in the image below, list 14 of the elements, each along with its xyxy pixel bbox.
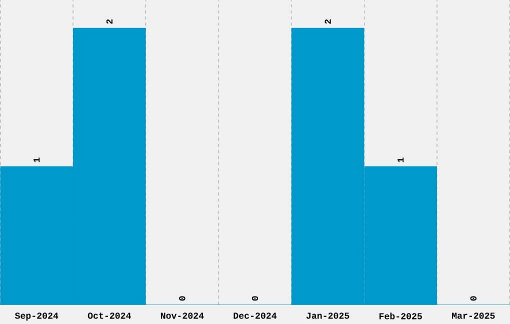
x-tick-label: Feb-2025 bbox=[379, 312, 422, 320]
data-label: 0 bbox=[470, 296, 476, 301]
data-label: 2 bbox=[106, 19, 112, 24]
data-label: 0 bbox=[252, 296, 258, 301]
x-tick-label: Mar-2025 bbox=[452, 312, 495, 319]
data-label: 0 bbox=[179, 296, 186, 301]
data-label: 2 bbox=[324, 19, 331, 24]
x-tick-label: Dec-2024 bbox=[234, 312, 277, 319]
x-tick-label: Oct-2024 bbox=[88, 312, 131, 319]
data-label: 1 bbox=[34, 158, 40, 162]
data-label: 1 bbox=[398, 158, 404, 162]
x-tick-label: Jan-2025 bbox=[306, 312, 350, 319]
x-tick-label: Sep-2024 bbox=[14, 312, 58, 321]
x-tick-label: Nov-2024 bbox=[160, 312, 204, 319]
